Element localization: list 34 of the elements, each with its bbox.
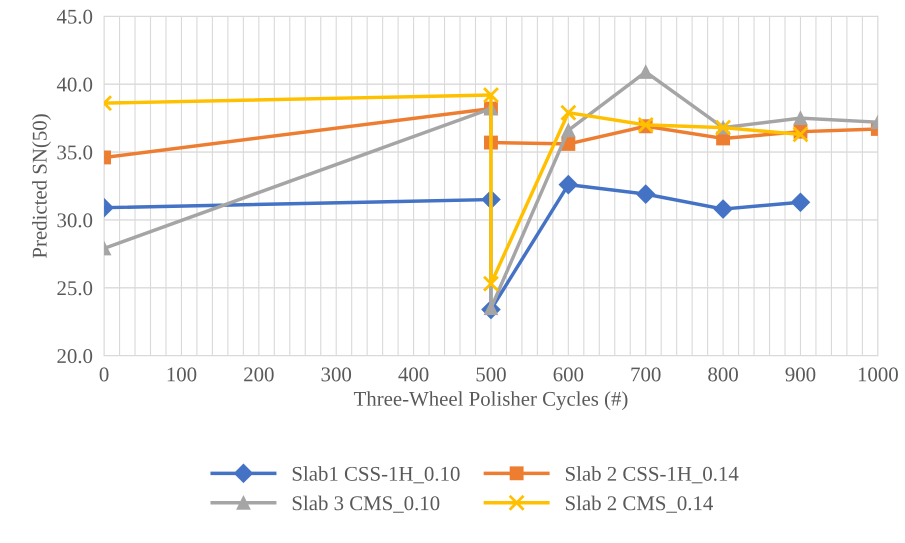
x-tick-label: 300 xyxy=(322,367,352,382)
y-tick-label: 45.0 xyxy=(56,10,92,24)
y-tick-label: 25.0 xyxy=(57,281,92,296)
legend-label: Slab 3 CMS_0.10 xyxy=(292,496,440,513)
point xyxy=(714,200,733,219)
point xyxy=(482,275,500,292)
point xyxy=(636,184,656,204)
legend-label: Slab1 CSS-1H_0.10 xyxy=(292,466,460,484)
x-tick-label: 600 xyxy=(554,367,584,382)
x-tick-label: 800 xyxy=(708,367,738,382)
y-tick-label: 40.0 xyxy=(56,78,92,92)
x-tick-label: 0 xyxy=(100,367,108,382)
x-tick-label: 500 xyxy=(476,367,506,382)
legend-label: Slab 2 CSS-1H_0.14 xyxy=(566,466,738,484)
point xyxy=(560,104,577,122)
point xyxy=(558,175,578,194)
y-axis-title: Predicted SN(50) xyxy=(32,114,51,258)
x-axis-title: Three-Wheel Polisher Cycles (#) xyxy=(354,391,628,410)
y-tick-label: 35.0 xyxy=(58,145,92,160)
point xyxy=(638,65,653,79)
x-tick-label: 100 xyxy=(168,367,196,382)
x-tick-label: 200 xyxy=(244,367,274,382)
point xyxy=(561,123,576,138)
y-tick-label: 20.0 xyxy=(57,349,92,364)
x-tick-label: 700 xyxy=(631,367,661,382)
y-tick-label: 30.0 xyxy=(58,213,92,228)
x-tick-label: 900 xyxy=(786,367,816,382)
point xyxy=(794,111,808,126)
point xyxy=(792,126,809,143)
x-tick-label: 400 xyxy=(398,367,428,382)
x-tick-label: 1000 xyxy=(858,367,898,382)
legend-label: Slab 2 CMS_0.14 xyxy=(566,496,713,513)
point xyxy=(482,86,500,104)
point xyxy=(790,192,810,212)
